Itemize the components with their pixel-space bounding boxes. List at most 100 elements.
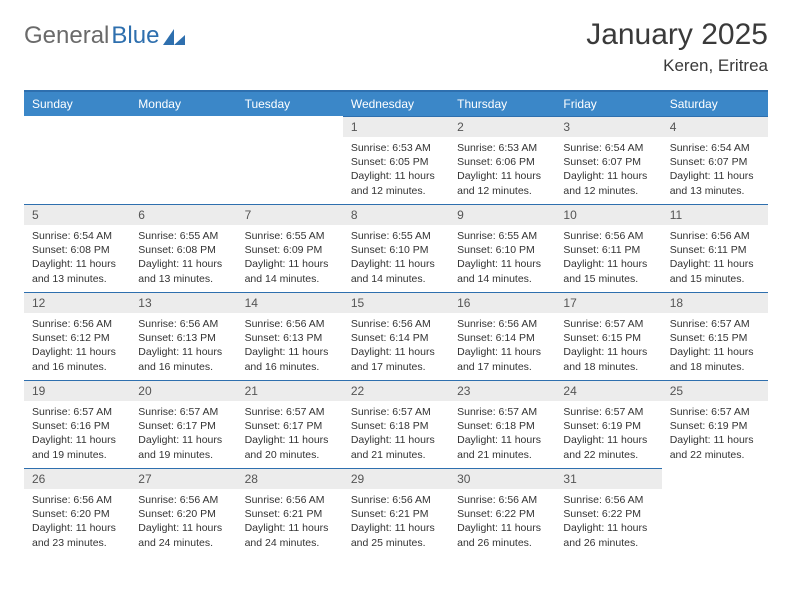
day-details: Sunrise: 6:57 AMSunset: 6:16 PMDaylight:… (24, 401, 130, 468)
month-title: January 2025 (586, 18, 768, 52)
sunset: Sunset: 6:11 PM (670, 243, 760, 257)
day-number: 11 (662, 204, 768, 225)
sunset: Sunset: 6:14 PM (457, 331, 547, 345)
sunset: Sunset: 6:19 PM (563, 419, 653, 433)
day-number: 27 (130, 468, 236, 489)
daylight: Daylight: 11 hours and 15 minutes. (563, 257, 653, 285)
day-details: Sunrise: 6:57 AMSunset: 6:19 PMDaylight:… (662, 401, 768, 468)
day-number: 18 (662, 292, 768, 313)
sunrise: Sunrise: 6:57 AM (138, 405, 228, 419)
sunrise: Sunrise: 6:56 AM (457, 317, 547, 331)
day-number: 17 (555, 292, 661, 313)
day-cell: 11Sunrise: 6:56 AMSunset: 6:11 PMDayligh… (662, 204, 768, 292)
sunrise: Sunrise: 6:57 AM (245, 405, 335, 419)
day-cell: 18 Sunrise: 6:57 AMSunset: 6:15 PMDayligh… (662, 292, 768, 380)
sunset: Sunset: 6:15 PM (670, 331, 760, 345)
daylight: Daylight: 11 hours and 13 minutes. (32, 257, 122, 285)
day-details: Sunrise: 6:56 AMSunset: 6:14 PMDaylight:… (449, 313, 555, 380)
day-details: Sunrise: 6:57 AMSunset: 6:18 PMDaylight:… (343, 401, 449, 468)
day-number: 6 (130, 204, 236, 225)
daylight: Daylight: 11 hours and 22 minutes. (670, 433, 760, 461)
sunset: Sunset: 6:13 PM (138, 331, 228, 345)
daylight: Daylight: 11 hours and 25 minutes. (351, 521, 441, 549)
day-cell: 26Sunrise: 6:56 AMSunset: 6:20 PMDayligh… (24, 468, 130, 556)
day-number: 19 (24, 380, 130, 401)
sunrise: Sunrise: 6:57 AM (670, 317, 760, 331)
day-number: 24 (555, 380, 661, 401)
day-number: 15 (343, 292, 449, 313)
day-header: Friday (555, 91, 661, 116)
sunset: Sunset: 6:17 PM (138, 419, 228, 433)
daylight: Daylight: 11 hours and 13 minutes. (138, 257, 228, 285)
sunset: Sunset: 6:07 PM (670, 155, 760, 169)
sunrise: Sunrise: 6:56 AM (138, 317, 228, 331)
page-header: GeneralBlue January 2025 Keren, Eritrea (24, 18, 768, 76)
day-details: Sunrise: 6:56 AMSunset: 6:20 PMDaylight:… (130, 489, 236, 556)
sunset: Sunset: 6:16 PM (32, 419, 122, 433)
logo-text-2: Blue (111, 22, 159, 50)
day-cell: 29Sunrise: 6:56 AMSunset: 6:21 PMDayligh… (343, 468, 449, 556)
day-number: 9 (449, 204, 555, 225)
sunset: Sunset: 6:08 PM (32, 243, 122, 257)
day-details: Sunrise: 6:56 AMSunset: 6:21 PMDaylight:… (237, 489, 343, 556)
day-cell: 1Sunrise: 6:53 AMSunset: 6:05 PMDaylight… (343, 116, 449, 204)
day-number: 20 (130, 380, 236, 401)
day-cell: 6 Sunrise: 6:55 AMSunset: 6:08 PMDaylight… (130, 204, 236, 292)
day-details: Sunrise: 6:53 AMSunset: 6:05 PMDaylight:… (343, 137, 449, 204)
daylight: Daylight: 11 hours and 14 minutes. (457, 257, 547, 285)
sunset: Sunset: 6:19 PM (670, 419, 760, 433)
day-cell: 22Sunrise: 6:57 AMSunset: 6:18 PMDayligh… (343, 380, 449, 468)
day-details: Sunrise: 6:55 AMSunset: 6:09 PMDaylight:… (237, 225, 343, 292)
daylight: Daylight: 11 hours and 19 minutes. (32, 433, 122, 461)
sunset: Sunset: 6:08 PM (138, 243, 228, 257)
sunset: Sunset: 6:17 PM (245, 419, 335, 433)
sunset: Sunset: 6:14 PM (351, 331, 441, 345)
calendar-head: SundayMondayTuesdayWednesdayThursdayFrid… (24, 91, 768, 116)
day-number: 14 (237, 292, 343, 313)
daylight: Daylight: 11 hours and 26 minutes. (457, 521, 547, 549)
day-cell: 4Sunrise: 6:54 AMSunset: 6:07 PMDaylight… (662, 116, 768, 204)
day-cell: 19Sunrise: 6:57 AMSunset: 6:16 PMDayligh… (24, 380, 130, 468)
day-cell: 21Sunrise: 6:57 AMSunset: 6:17 PMDayligh… (237, 380, 343, 468)
sunrise: Sunrise: 6:54 AM (670, 141, 760, 155)
day-cell: 25Sunrise: 6:57 AMSunset: 6:19 PMDayligh… (662, 380, 768, 468)
sunrise: Sunrise: 6:54 AM (563, 141, 653, 155)
day-details: Sunrise: 6:54 AMSunset: 6:08 PMDaylight:… (24, 225, 130, 292)
daylight: Daylight: 11 hours and 21 minutes. (351, 433, 441, 461)
sunset: Sunset: 6:20 PM (32, 507, 122, 521)
week-row: 12Sunrise: 6:56 AMSunset: 6:12 PMDayligh… (24, 292, 768, 380)
day-details: Sunrise: 6:56 AMSunset: 6:12 PMDaylight:… (24, 313, 130, 380)
day-number: 28 (237, 468, 343, 489)
day-header: Monday (130, 91, 236, 116)
day-cell: 10Sunrise: 6:56 AMSunset: 6:11 PMDayligh… (555, 204, 661, 292)
day-number: 31 (555, 468, 661, 489)
sunrise: Sunrise: 6:56 AM (245, 493, 335, 507)
day-details: Sunrise: 6:55 AMSunset: 6:10 PMDaylight:… (449, 225, 555, 292)
sunset: Sunset: 6:15 PM (563, 331, 653, 345)
sunrise: Sunrise: 6:55 AM (245, 229, 335, 243)
sunrise: Sunrise: 6:56 AM (563, 229, 653, 243)
day-cell: 8Sunrise: 6:55 AMSunset: 6:10 PMDaylight… (343, 204, 449, 292)
day-cell: 31Sunrise: 6:56 AMSunset: 6:22 PMDayligh… (555, 468, 661, 556)
day-cell: 7Sunrise: 6:55 AMSunset: 6:09 PMDaylight… (237, 204, 343, 292)
day-header: Tuesday (237, 91, 343, 116)
day-number: 21 (237, 380, 343, 401)
sunrise: Sunrise: 6:55 AM (138, 229, 228, 243)
sunset: Sunset: 6:18 PM (457, 419, 547, 433)
daylight: Daylight: 11 hours and 18 minutes. (670, 345, 760, 373)
day-number: 13 (130, 292, 236, 313)
daylight: Daylight: 11 hours and 14 minutes. (245, 257, 335, 285)
daylight: Daylight: 11 hours and 21 minutes. (457, 433, 547, 461)
daylight: Daylight: 11 hours and 26 minutes. (563, 521, 653, 549)
day-details: Sunrise: 6:56 AMSunset: 6:11 PMDaylight:… (555, 225, 661, 292)
day-details: Sunrise: 6:56 AMSunset: 6:22 PMDaylight:… (449, 489, 555, 556)
day-cell: 20Sunrise: 6:57 AMSunset: 6:17 PMDayligh… (130, 380, 236, 468)
day-details: Sunrise: 6:56 AMSunset: 6:20 PMDaylight:… (24, 489, 130, 556)
sunrise: Sunrise: 6:56 AM (351, 493, 441, 507)
day-number: 26 (24, 468, 130, 489)
daylight: Daylight: 11 hours and 16 minutes. (32, 345, 122, 373)
day-details: Sunrise: 6:57 AMSunset: 6:19 PMDaylight:… (555, 401, 661, 468)
day-number: 2 (449, 116, 555, 137)
week-row: 5Sunrise: 6:54 AMSunset: 6:08 PMDaylight… (24, 204, 768, 292)
sunrise: Sunrise: 6:57 AM (563, 317, 653, 331)
